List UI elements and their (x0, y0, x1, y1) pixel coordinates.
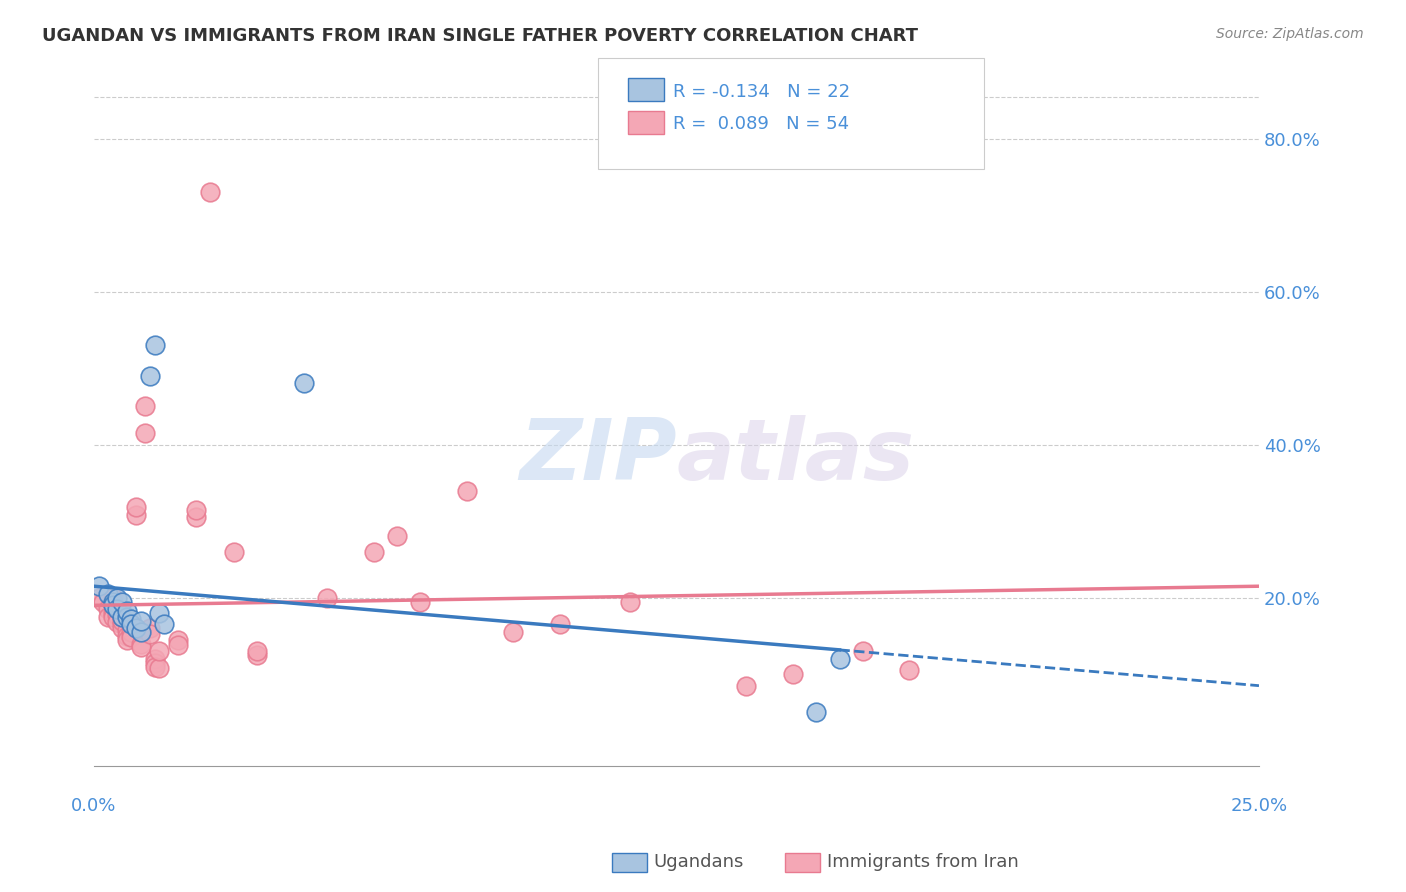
Point (139, 627, 162, 641)
Point (120, 612, 142, 626)
Point (111, 621, 134, 635)
Point (125, 500, 148, 515)
Point (105, 591, 128, 605)
Point (115, 629, 138, 643)
Point (363, 545, 385, 559)
Point (120, 617, 142, 632)
Point (115, 609, 138, 624)
Point (105, 607, 128, 622)
Point (292, 376, 315, 391)
Point (316, 591, 339, 605)
Point (148, 661, 170, 675)
Point (97, 587, 120, 601)
Point (87, 579, 110, 593)
Point (782, 667, 804, 681)
Point (105, 602, 128, 616)
Point (120, 631, 142, 645)
Point (115, 632, 138, 647)
Point (898, 664, 921, 678)
Point (101, 599, 124, 613)
Point (91, 594, 114, 608)
Point (852, 644, 875, 658)
Point (101, 591, 124, 605)
Point (806, 706, 828, 720)
Point (120, 625, 142, 640)
Point (735, 679, 758, 693)
Point (222, 545, 245, 559)
Point (200, 185, 222, 199)
Point (125, 508, 148, 522)
Point (101, 606, 124, 620)
Point (619, 594, 641, 608)
Point (246, 644, 269, 658)
Point (97, 602, 120, 616)
Point (139, 368, 162, 383)
Point (101, 599, 124, 613)
Point (134, 426, 156, 441)
Point (111, 609, 134, 624)
Point (456, 483, 478, 498)
Point (548, 617, 571, 632)
Text: UGANDAN VS IMMIGRANTS FROM IRAN SINGLE FATHER POVERTY CORRELATION CHART: UGANDAN VS IMMIGRANTS FROM IRAN SINGLE F… (42, 27, 918, 45)
Point (97, 609, 120, 624)
Point (111, 617, 134, 632)
Point (148, 606, 170, 620)
Point (143, 338, 166, 352)
Text: R =  0.089   N = 54: R = 0.089 N = 54 (673, 115, 849, 133)
Text: atlas: atlas (676, 415, 914, 498)
Point (105, 602, 128, 616)
Point (143, 652, 166, 666)
Point (385, 529, 408, 543)
Point (828, 652, 851, 666)
Point (115, 623, 138, 637)
Point (246, 648, 269, 662)
Point (105, 615, 128, 630)
Point (125, 621, 148, 635)
Point (111, 594, 134, 608)
Text: 25.0%: 25.0% (1230, 797, 1288, 814)
Point (129, 625, 152, 640)
Text: ZIP: ZIP (519, 415, 676, 498)
Point (115, 604, 138, 618)
Point (111, 614, 134, 628)
Point (129, 614, 152, 628)
Point (143, 656, 166, 670)
Point (409, 594, 432, 608)
Text: R = -0.134   N = 22: R = -0.134 N = 22 (673, 83, 851, 101)
Point (148, 644, 170, 658)
Point (186, 502, 208, 516)
Text: Ugandans: Ugandans (654, 853, 744, 871)
Point (134, 400, 156, 414)
Point (139, 621, 162, 635)
Point (166, 632, 188, 647)
Text: Immigrants from Iran: Immigrants from Iran (827, 853, 1018, 871)
Text: 0.0%: 0.0% (72, 797, 117, 814)
Point (111, 609, 134, 624)
Point (101, 594, 124, 608)
Point (129, 637, 152, 651)
Point (166, 638, 188, 652)
Point (143, 659, 166, 673)
Point (87, 591, 110, 605)
Point (186, 510, 208, 524)
Point (129, 640, 152, 655)
Point (502, 625, 524, 640)
Point (101, 609, 124, 624)
Text: Source: ZipAtlas.com: Source: ZipAtlas.com (1216, 27, 1364, 41)
Point (153, 617, 176, 632)
